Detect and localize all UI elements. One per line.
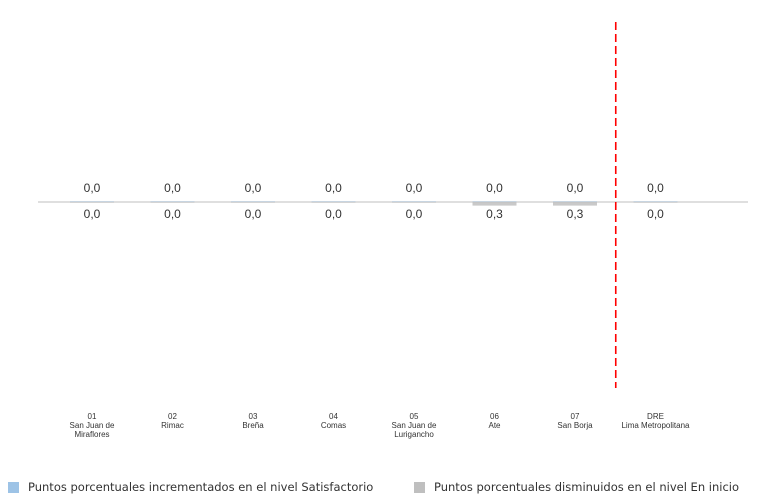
category-label-5: 06 Ate [488, 412, 501, 430]
data-label-s1-c5: 0,3 [486, 207, 503, 221]
data-label-s1-c0: 0,0 [84, 207, 101, 221]
data-labels-layer: 0,0 0,0 0,0 0,0 0,0 0,0 0,0 0,0 0,0 0,0 0,0 0,0 0,0 0… [84, 181, 665, 221]
bar-s0-c0 [70, 201, 114, 202]
chart: 0,0 0,0 0,0 0,0 0,0 0,0 0,0 0,0 0,0 0,0 0,0 0,0 0,0 0… [38, 22, 748, 439]
data-label-s0-c0: 0,0 [84, 181, 101, 195]
bar-s1-c0 [70, 202, 114, 203]
data-label-s0-c7: 0,0 [647, 181, 664, 195]
data-label-s0-c6: 0,0 [567, 181, 584, 195]
bar-s0-c2 [231, 201, 275, 202]
bar-s1-c6 [553, 202, 597, 206]
category-label-7: DRE Lima Metropolitana [621, 412, 690, 430]
category-labels-layer: 01 San Juan de Miraflores 02 Rimac 03 Breña 04 C… [70, 412, 691, 439]
legend: Puntos porcentuales incrementados en el … [8, 480, 761, 496]
data-label-s1-c3: 0,0 [325, 207, 342, 221]
category-label-4: 05 San Juan de Lurigancho [392, 412, 437, 439]
category-label-2: 03 Breña [242, 412, 264, 430]
bar-s1-c3 [311, 202, 356, 203]
bar-s0-c4 [392, 201, 436, 202]
data-label-s1-c2: 0,0 [245, 207, 262, 221]
bar-s1-c2 [231, 202, 275, 203]
data-label-s1-c1: 0,0 [164, 207, 181, 221]
legend-item-en-inicio: Puntos porcentuales disminuidos en el ni… [414, 480, 739, 494]
bar-s1-c5 [472, 202, 517, 206]
bar-s1-c7 [633, 202, 678, 203]
data-label-s1-c7: 0,0 [647, 207, 664, 221]
bar-s0-c3 [311, 201, 356, 202]
legend-label-en-inicio: Puntos porcentuales disminuidos en el ni… [434, 480, 740, 494]
bar-s1-c4 [392, 202, 436, 203]
bar-s0-c5 [472, 201, 517, 202]
legend-label-satisfactorio: Puntos porcentuales incrementados en el … [28, 480, 374, 494]
category-label-0: 01 San Juan de Miraflores [70, 412, 115, 439]
category-label-3: 04 Comas [321, 412, 346, 430]
bar-s0-c1 [150, 201, 195, 202]
data-label-s1-c6: 0,3 [567, 207, 584, 221]
bar-s0-c7 [633, 201, 678, 202]
legend-swatch-en-inicio [414, 481, 425, 493]
bar-s1-c1 [150, 202, 195, 203]
data-label-s0-c5: 0,0 [486, 181, 503, 195]
category-label-6: 07 San Borja [557, 412, 593, 430]
category-label-1: 02 Rimac [161, 412, 184, 430]
data-label-s1-c4: 0,0 [406, 207, 423, 221]
data-label-s0-c3: 0,0 [325, 181, 342, 195]
bar-s0-c6 [553, 201, 597, 202]
legend-swatch-satisfactorio [8, 481, 19, 493]
data-label-s0-c2: 0,0 [245, 181, 262, 195]
data-label-s0-c1: 0,0 [164, 181, 181, 195]
data-label-s0-c4: 0,0 [406, 181, 423, 195]
legend-item-satisfactorio: Puntos porcentuales incrementados en el … [8, 480, 373, 494]
bars-layer [70, 201, 678, 206]
